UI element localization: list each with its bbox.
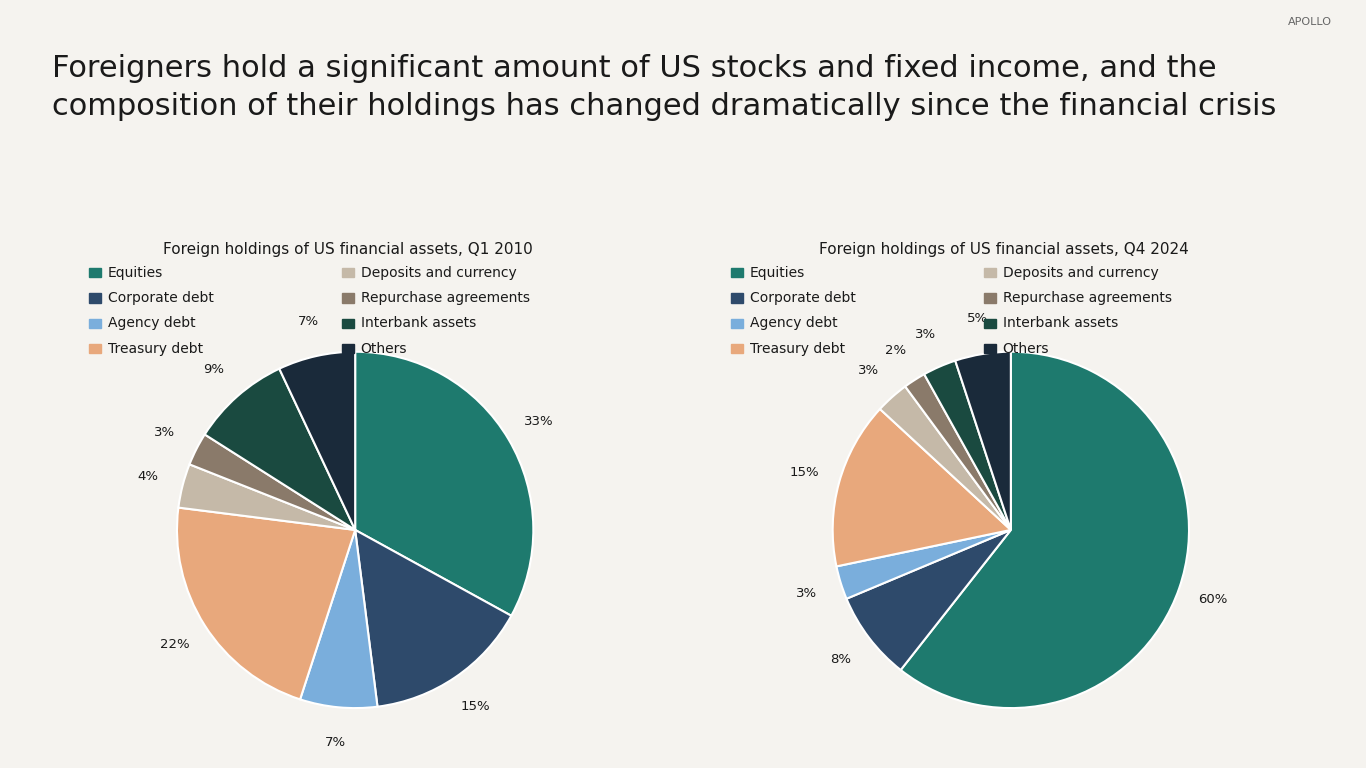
Text: 15%: 15% [790, 466, 820, 479]
Text: 9%: 9% [204, 363, 224, 376]
Text: 15%: 15% [460, 700, 490, 713]
Text: 33%: 33% [525, 415, 555, 428]
Text: Corporate debt: Corporate debt [750, 291, 856, 305]
Wedge shape [178, 508, 355, 700]
Text: Repurchase agreements: Repurchase agreements [1003, 291, 1172, 305]
Text: Treasury debt: Treasury debt [108, 342, 204, 356]
Wedge shape [847, 530, 1011, 670]
Text: Foreigners hold a significant amount of US stocks and fixed income, and the
comp: Foreigners hold a significant amount of … [52, 54, 1276, 121]
Wedge shape [301, 530, 377, 708]
Text: 60%: 60% [1198, 594, 1228, 607]
Wedge shape [355, 352, 533, 616]
Text: Foreign holdings of US financial assets, Q4 2024: Foreign holdings of US financial assets,… [820, 242, 1188, 257]
Text: Deposits and currency: Deposits and currency [1003, 266, 1158, 280]
Wedge shape [955, 352, 1011, 530]
Text: 3%: 3% [154, 426, 175, 439]
Text: Others: Others [1003, 342, 1049, 356]
Wedge shape [279, 352, 355, 530]
Text: 8%: 8% [831, 653, 851, 666]
Text: 7%: 7% [298, 315, 320, 328]
Text: Others: Others [361, 342, 407, 356]
Wedge shape [190, 435, 355, 530]
Text: Equities: Equities [750, 266, 805, 280]
Text: Interbank assets: Interbank assets [1003, 316, 1117, 330]
Text: Interbank assets: Interbank assets [361, 316, 475, 330]
Text: 3%: 3% [915, 327, 936, 340]
Text: 3%: 3% [796, 587, 817, 600]
Text: Treasury debt: Treasury debt [750, 342, 846, 356]
Text: 4%: 4% [138, 470, 158, 483]
Wedge shape [925, 361, 1011, 530]
Wedge shape [205, 369, 355, 530]
Text: Agency debt: Agency debt [750, 316, 837, 330]
Wedge shape [880, 386, 1011, 530]
Text: Deposits and currency: Deposits and currency [361, 266, 516, 280]
Text: 5%: 5% [967, 313, 988, 326]
Text: 22%: 22% [160, 638, 190, 651]
Text: Corporate debt: Corporate debt [108, 291, 214, 305]
Text: 3%: 3% [858, 364, 878, 377]
Wedge shape [179, 465, 355, 530]
Text: 2%: 2% [885, 343, 906, 356]
Text: 7%: 7% [325, 737, 346, 750]
Wedge shape [355, 530, 511, 707]
Wedge shape [900, 352, 1188, 708]
Text: Agency debt: Agency debt [108, 316, 195, 330]
Text: APOLLO: APOLLO [1288, 17, 1332, 27]
Text: Repurchase agreements: Repurchase agreements [361, 291, 530, 305]
Wedge shape [836, 530, 1011, 599]
Text: Equities: Equities [108, 266, 163, 280]
Text: Foreign holdings of US financial assets, Q1 2010: Foreign holdings of US financial assets,… [164, 242, 533, 257]
Wedge shape [906, 374, 1011, 530]
Wedge shape [833, 409, 1011, 567]
